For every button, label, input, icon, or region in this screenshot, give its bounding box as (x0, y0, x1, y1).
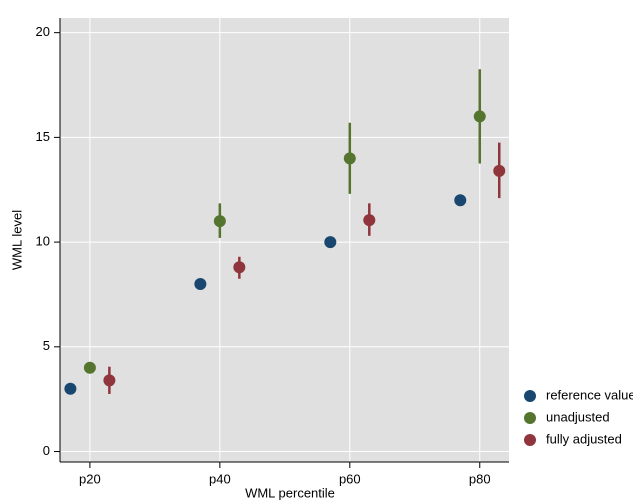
legend-marker (524, 412, 536, 424)
point (473, 110, 486, 123)
legend-label: unadjusted (546, 409, 610, 424)
point (343, 152, 356, 165)
x-tick-label: p80 (469, 471, 491, 486)
legend-label: fully adjusted (546, 431, 622, 446)
point (103, 374, 116, 387)
y-tick-label: 5 (43, 338, 50, 353)
point (454, 194, 467, 207)
y-axis-label: WML level (9, 210, 24, 270)
point (233, 261, 246, 274)
point (83, 361, 96, 374)
x-axis-label: WML percentile (245, 485, 335, 500)
legend-label: reference values (546, 387, 633, 402)
point (363, 214, 376, 227)
y-tick-label: 15 (36, 129, 50, 144)
point (324, 236, 337, 249)
point (493, 164, 506, 177)
y-tick-label: 20 (36, 24, 50, 39)
x-tick-label: p40 (209, 471, 231, 486)
point (194, 277, 207, 290)
plot-area (60, 18, 509, 462)
legend-marker (524, 434, 536, 446)
point (213, 215, 226, 228)
legend-marker (524, 390, 536, 402)
y-tick-label: 0 (43, 443, 50, 458)
point (64, 382, 77, 395)
y-tick-label: 10 (36, 234, 50, 249)
x-tick-label: p20 (79, 471, 101, 486)
x-tick-label: p60 (339, 471, 361, 486)
